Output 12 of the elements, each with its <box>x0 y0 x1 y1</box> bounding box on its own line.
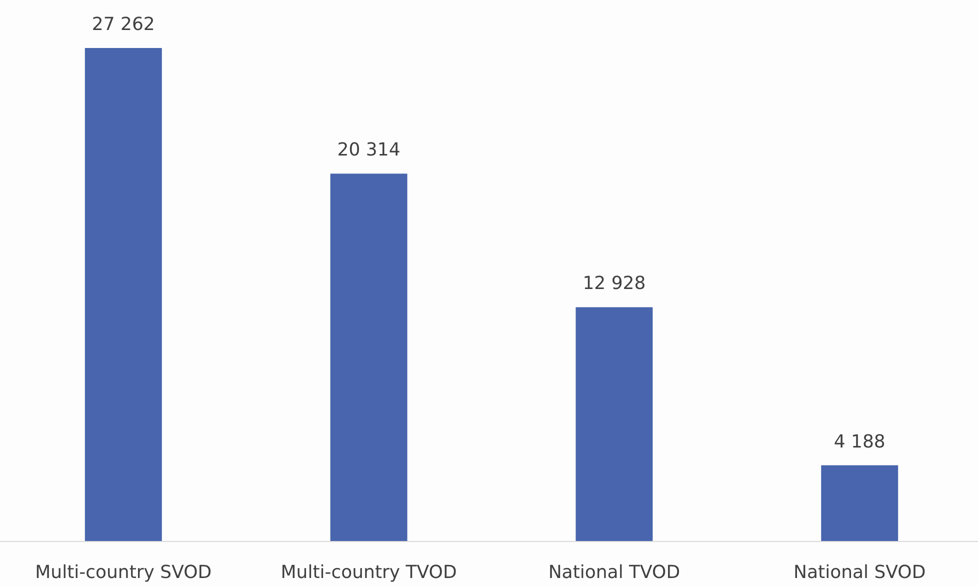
x-tick-label: National TVOD <box>548 562 680 583</box>
data-label: 20 314 <box>337 140 400 161</box>
bar <box>330 174 408 541</box>
bar <box>84 48 162 541</box>
bar <box>576 307 653 541</box>
bar <box>821 465 898 541</box>
data-label: 12 928 <box>582 273 646 294</box>
x-tick-label: Multi-country TVOD <box>280 562 457 583</box>
x-tick-label: Multi-country SVOD <box>35 562 212 583</box>
data-label: 27 262 <box>92 14 155 35</box>
x-tick-label: National SVOD <box>794 562 926 583</box>
data-label: 4 188 <box>834 431 886 452</box>
